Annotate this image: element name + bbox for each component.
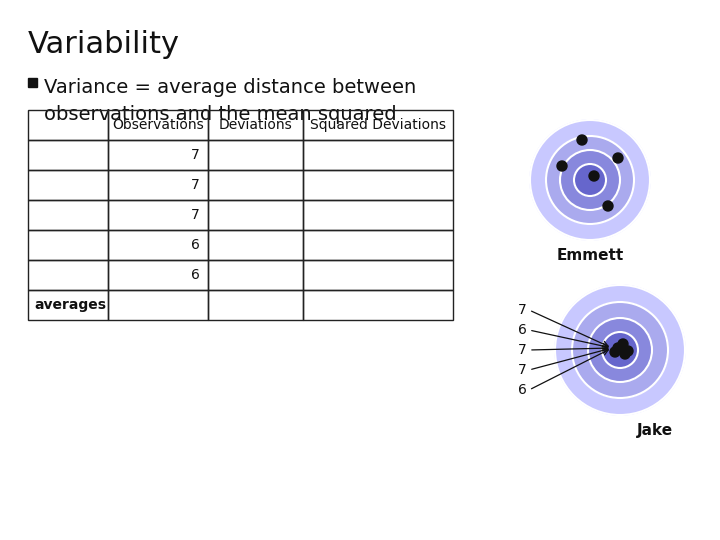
Text: 7: 7 xyxy=(518,343,527,357)
Bar xyxy=(28,170,108,200)
Text: Deviations: Deviations xyxy=(219,118,292,132)
Bar xyxy=(108,260,208,290)
Circle shape xyxy=(589,171,599,181)
Circle shape xyxy=(572,302,668,398)
Bar xyxy=(28,140,108,170)
Circle shape xyxy=(560,150,620,210)
Bar xyxy=(303,140,453,170)
Text: 6: 6 xyxy=(518,383,527,397)
Circle shape xyxy=(620,349,630,359)
Text: 7: 7 xyxy=(192,178,200,192)
Text: 6: 6 xyxy=(191,238,200,252)
Bar xyxy=(303,170,453,200)
Circle shape xyxy=(588,318,652,382)
Bar xyxy=(28,78,37,87)
Text: Observations: Observations xyxy=(112,118,204,132)
Circle shape xyxy=(603,201,613,211)
Text: Emmett: Emmett xyxy=(557,248,624,263)
Bar xyxy=(108,140,208,170)
Text: 7: 7 xyxy=(192,148,200,162)
Bar xyxy=(208,140,303,170)
Bar xyxy=(303,230,453,260)
Bar xyxy=(28,290,108,320)
Circle shape xyxy=(546,136,634,224)
Bar xyxy=(108,230,208,260)
Bar xyxy=(303,200,453,230)
Bar xyxy=(28,200,108,230)
Text: Variability: Variability xyxy=(28,30,180,59)
Bar xyxy=(208,230,303,260)
Bar xyxy=(108,200,208,230)
Text: Variance = average distance between
observations and the mean squared: Variance = average distance between obse… xyxy=(44,78,416,124)
Circle shape xyxy=(613,153,623,163)
Bar xyxy=(208,260,303,290)
Text: Jake: Jake xyxy=(637,423,673,438)
Bar xyxy=(108,290,208,320)
Bar xyxy=(208,110,303,140)
Text: 7: 7 xyxy=(518,363,527,377)
Bar xyxy=(28,260,108,290)
Circle shape xyxy=(618,339,628,349)
Bar xyxy=(208,290,303,320)
Circle shape xyxy=(530,120,650,240)
Circle shape xyxy=(623,346,633,356)
Bar xyxy=(303,290,453,320)
Bar xyxy=(108,110,208,140)
Circle shape xyxy=(577,135,587,145)
Bar xyxy=(28,110,108,140)
Circle shape xyxy=(574,164,606,196)
Text: 7: 7 xyxy=(518,303,527,317)
Circle shape xyxy=(555,285,685,415)
Text: 7: 7 xyxy=(192,208,200,222)
Bar xyxy=(208,200,303,230)
Text: 6: 6 xyxy=(518,323,527,337)
Text: 6: 6 xyxy=(191,268,200,282)
Bar xyxy=(303,110,453,140)
Bar xyxy=(28,230,108,260)
Circle shape xyxy=(610,347,620,357)
Bar xyxy=(108,170,208,200)
Text: Squared Deviations: Squared Deviations xyxy=(310,118,446,132)
Bar xyxy=(208,170,303,200)
Circle shape xyxy=(557,161,567,171)
Circle shape xyxy=(613,343,623,353)
Bar xyxy=(303,260,453,290)
Text: averages: averages xyxy=(34,298,106,312)
Circle shape xyxy=(602,332,638,368)
